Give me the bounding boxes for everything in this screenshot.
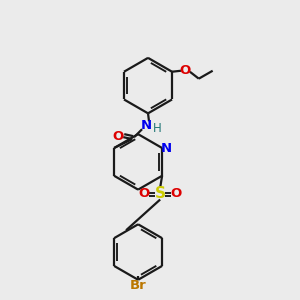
Text: O: O: [139, 187, 150, 200]
Text: S: S: [155, 186, 166, 201]
Text: N: N: [160, 142, 172, 154]
Text: N: N: [140, 119, 152, 132]
Text: H: H: [153, 122, 161, 135]
Text: O: O: [179, 64, 191, 77]
Text: O: O: [113, 130, 124, 142]
Text: O: O: [170, 187, 182, 200]
Text: Br: Br: [130, 279, 146, 292]
